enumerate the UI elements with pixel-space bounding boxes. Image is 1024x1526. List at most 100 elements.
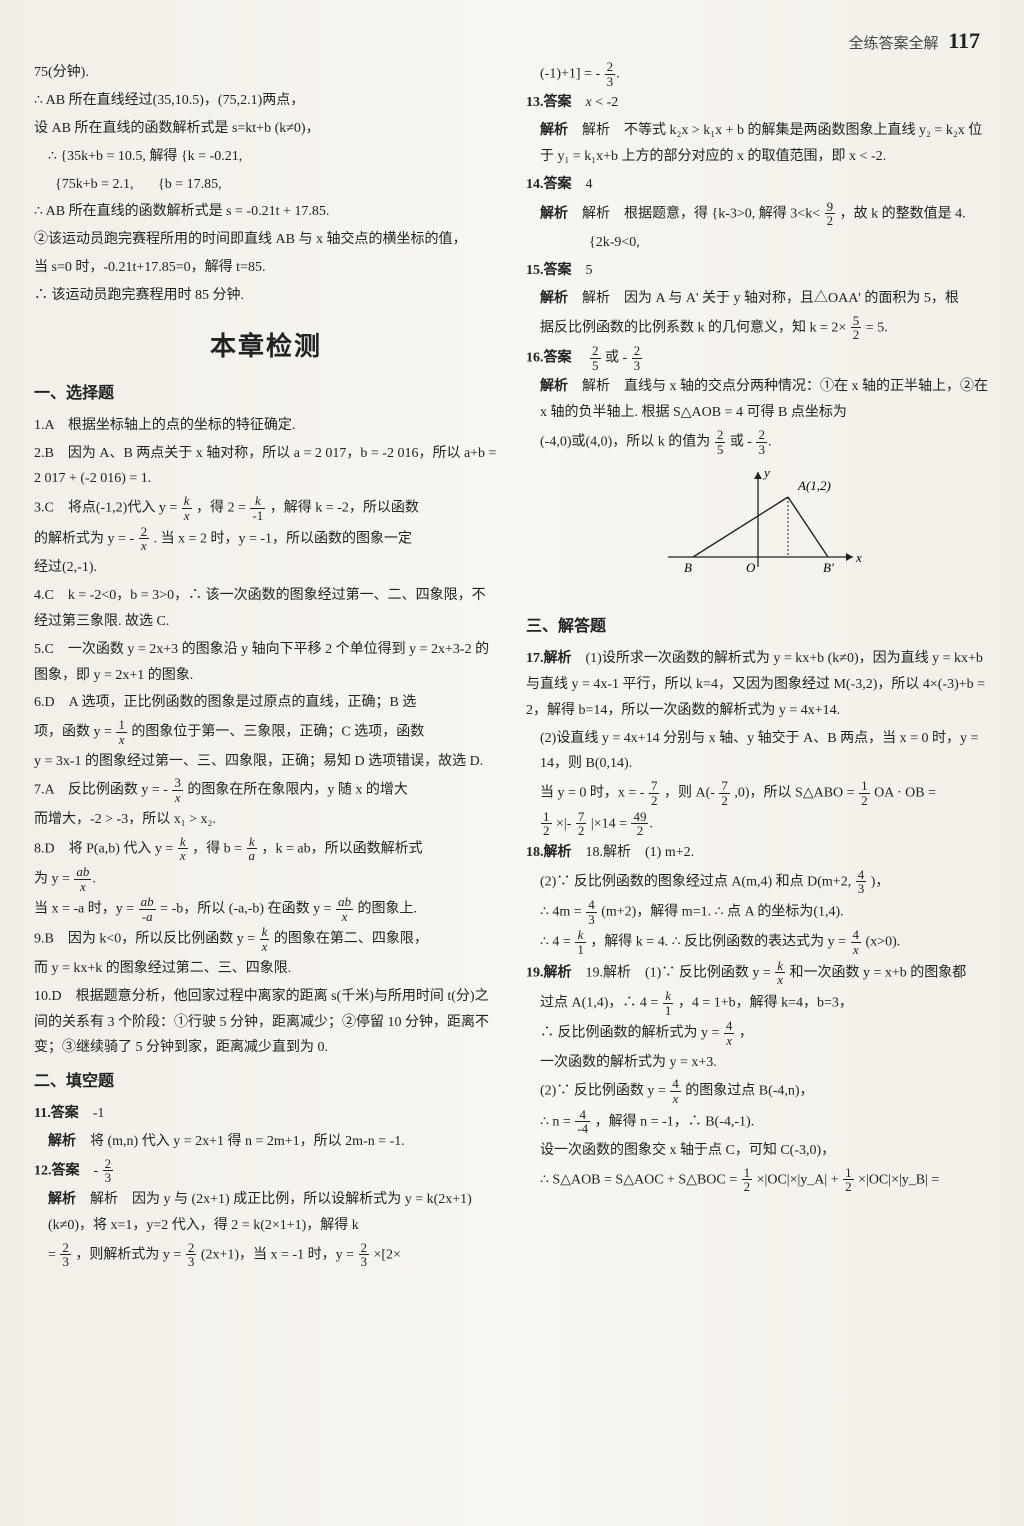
q17c: 当 y = 0 时，x = - — [540, 786, 644, 801]
q6b: 项，函数 y = — [34, 725, 112, 740]
fraction: 52 — [851, 314, 862, 342]
text-line: ∴ AB 所在直线的函数解析式是 s = -0.21t + 17.85. — [34, 199, 498, 225]
q18h: (x>0). — [866, 935, 901, 950]
q19m: ∴ S△AOB = S△AOC + S△BOC = — [540, 1172, 737, 1187]
question-14a: 14.答案 4 — [526, 172, 990, 198]
q9b: 的图象在第二、四象限， — [274, 932, 428, 947]
question-15b: 解析 解析 因为 A 与 A' 关于 y 轴对称，且△OAA' 的面积为 5，根 — [526, 286, 990, 312]
q6c: 的图象位于第一、三象限，正确；C 选项，函数 — [131, 725, 424, 740]
fraction: 23 — [756, 428, 767, 456]
r0a: (-1)+1] = - — [540, 66, 600, 81]
question-8b: 为 y = abx. — [34, 865, 498, 893]
label-Bp: B' — [823, 560, 834, 575]
fraction: 92 — [825, 200, 836, 228]
q18c: )， — [871, 874, 890, 889]
question-18d: ∴ 4 = k1 ，解得 k = 4. ∴ 反比例函数的表达式为 y = 4x … — [526, 928, 990, 956]
q16d: (-4,0)或(4,0)，所以 k 的值为 — [540, 435, 710, 450]
fraction: 72 — [649, 779, 660, 807]
q19k: ，解得 n = -1，∴ B(-4,-1). — [595, 1114, 755, 1129]
q16b: 或 - — [605, 350, 627, 365]
question-7b: 而增大，-2 > -3，所以 x₁ > x₂. — [34, 807, 498, 833]
q12e: ×[2× — [374, 1247, 401, 1262]
eq: k = -0.21, — [188, 149, 243, 164]
question-1: 1.A 根据坐标轴上的点的坐标的特征确定. — [34, 413, 498, 439]
q18a: 18.解析 (1) m+2. — [586, 845, 695, 860]
q19f: ， — [739, 1026, 753, 1041]
page: 全练答案全解 117 75(分钟). ∴ AB 所在直线经过(35,10.5)，… — [0, 0, 1024, 1526]
q17g: ×|- — [556, 816, 571, 831]
question-19g: 设一次函数的图象交 x 轴于点 C，可知 C(-3,0)， — [526, 1138, 990, 1164]
q3b: ，得 2 = — [196, 501, 246, 516]
question-18c: ∴ 4m = 43 (m+2)，解得 m=1. ∴ 点 A 的坐标为(1,4). — [526, 898, 990, 926]
columns: 75(分钟). ∴ AB 所在直线经过(35,10.5)，(75,2.1)两点，… — [34, 60, 990, 1271]
q14f: ，故 k 的整数值是 4. — [840, 206, 966, 221]
q3c: ，解得 k = -2，所以函数 — [270, 501, 419, 516]
question-6c: y = 3x-1 的图象经过第一、三、四象限，正确；易知 D 选项错误，故选 D… — [34, 749, 498, 775]
q3e: . 当 x = 2 时，y = -1，所以函数的图象一定 — [154, 531, 412, 546]
question-15c: 据反比例函数的比例系数 k 的几何意义，知 k = 2× 52 = 5. — [526, 314, 990, 342]
fraction: 4-4 — [575, 1108, 590, 1136]
q17h: |×14 = — [591, 816, 627, 831]
q8d: 为 y = — [34, 871, 70, 886]
label-B: B — [684, 560, 692, 575]
q19h: (2)∵ 反比例函数 y = — [540, 1084, 666, 1099]
q3d: 的解析式为 y = - — [34, 531, 134, 546]
question-3: 3.C 将点(-1,2)代入 y = kx ，得 2 = k-1 ，解得 k =… — [34, 494, 498, 522]
question-17a: 17.解析 (1)设所求一次函数的解析式为 y = kx+b (k≠0)，因为直… — [526, 646, 990, 724]
text-line: 当 s=0 时，-0.21t+17.85=0，解得 t=85. — [34, 255, 498, 281]
q19o: ×|OC|×|y_B| = — [858, 1172, 939, 1187]
header-label: 全练答案全解 — [848, 36, 938, 52]
question-12c: = 23 ，则解析式为 y = 23 (2x+1)，当 x = -1 时，y =… — [34, 1241, 498, 1269]
question-6b: 项，函数 y = 1x 的图象位于第一、三象限，正确；C 选项，函数 — [34, 718, 498, 746]
question-18a: 18.解析 18.解析 (1) m+2. — [526, 840, 990, 866]
question-13b: 解析 解析 不等式 k₂x > k₁x + b 的解集是两函数图象上直线 y₂ … — [526, 118, 990, 170]
fraction: k1 — [575, 928, 586, 956]
fraction: 23 — [103, 1157, 114, 1185]
question-11b: 解析 将 (m,n) 代入 y = 2x+1 得 n = 2m+1，所以 2m-… — [34, 1129, 498, 1155]
right-column: (-1)+1] = - 23. 13.答案 x < -2 解析 解析 不等式 k… — [526, 60, 990, 1271]
q17d: ，则 A(- — [664, 786, 715, 801]
question-9b: 而 y = kx+k 的图象经过第二、三、四象限. — [34, 956, 498, 982]
question-9a: 9.B 因为 k<0，所以反比例函数 y = kx 的图象在第二、四象限， — [34, 925, 498, 953]
q12c: ，则解析式为 y = — [75, 1247, 181, 1262]
fraction: k1 — [663, 989, 674, 1017]
question-13a: 13.答案 x < -2 — [526, 90, 990, 116]
question-18b: (2)∵ 反比例函数的图象经过点 A(m,4) 和点 D(m+2, 43 )， — [526, 868, 990, 896]
fraction: 4x — [670, 1077, 681, 1105]
q8a: 8.D 将 P(a,b) 代入 y = — [34, 841, 173, 856]
question-14b: 解析 解析 根据题意，得 {k-3>0, 解得 3<k< 92 ，故 k 的整数… — [526, 200, 990, 228]
graph-svg: A(1,2) B B' O y x — [648, 462, 868, 592]
label-y: y — [762, 465, 770, 480]
label-x: x — [855, 550, 862, 565]
q19i: 的图象过点 B(-4,n)， — [685, 1084, 813, 1099]
fraction: 12 — [742, 1166, 753, 1194]
fraction: 12 — [859, 779, 870, 807]
q19e: ∴ 反比例函数的解析式为 y = — [540, 1026, 719, 1041]
question-19a: 19.解析 19.解析 (1)∵ 反比例函数 y = kx 和一次函数 y = … — [526, 959, 990, 987]
fraction: 23 — [60, 1241, 71, 1269]
q8b: ，得 b = — [192, 841, 242, 856]
q7b: 的图象在所在象限内，y 随 x 的增大 — [187, 783, 408, 798]
question-16c: (-4,0)或(4,0)，所以 k 的值为 25 或 - 23. — [526, 428, 990, 456]
q8e: 当 x = -a 时，y = — [34, 902, 134, 917]
q18d: ∴ 4m = — [540, 904, 582, 919]
q12d: (2x+1)，当 x = -1 时，y = — [201, 1247, 354, 1262]
ans13: x < -2 — [586, 95, 619, 110]
triangle-graph: A(1,2) B B' O y x — [526, 462, 990, 602]
left-column: 75(分钟). ∴ AB 所在直线经过(35,10.5)，(75,2.1)两点，… — [34, 60, 498, 1271]
eq: k-3>0, — [718, 206, 755, 221]
q15c: 据反比例函数的比例系数 k 的几何意义，知 k = 2× — [540, 320, 846, 335]
solve-label: 解得 — [149, 149, 177, 164]
question-17b: (2)设直线 y = 4x+14 分别与 x 轴、y 轴交于 A、B 两点，当 … — [526, 726, 990, 778]
fraction: 1x — [116, 718, 127, 746]
q17a-txt: (1)设所求一次函数的解析式为 y = kx+b (k≠0)，因为直线 y = … — [526, 651, 985, 718]
q18g: ，解得 k = 4. ∴ 反比例函数的表达式为 y = — [590, 935, 846, 950]
q15d: = 5. — [866, 320, 888, 335]
question-3c: 经过(2,-1). — [34, 555, 498, 581]
fraction: 43 — [586, 898, 597, 926]
section-title: 二、填空题 — [34, 1067, 498, 1097]
fraction: 4x — [851, 928, 862, 956]
fraction: kx — [775, 959, 785, 987]
q16c: 解析 直线与 x 轴的交点分两种情况：①在 x 轴的正半轴上，②在 x 轴的负半… — [540, 379, 988, 420]
equation-system: ∴ {35k+b = 10.5, 解得 {k = -0.21, — [34, 144, 498, 170]
